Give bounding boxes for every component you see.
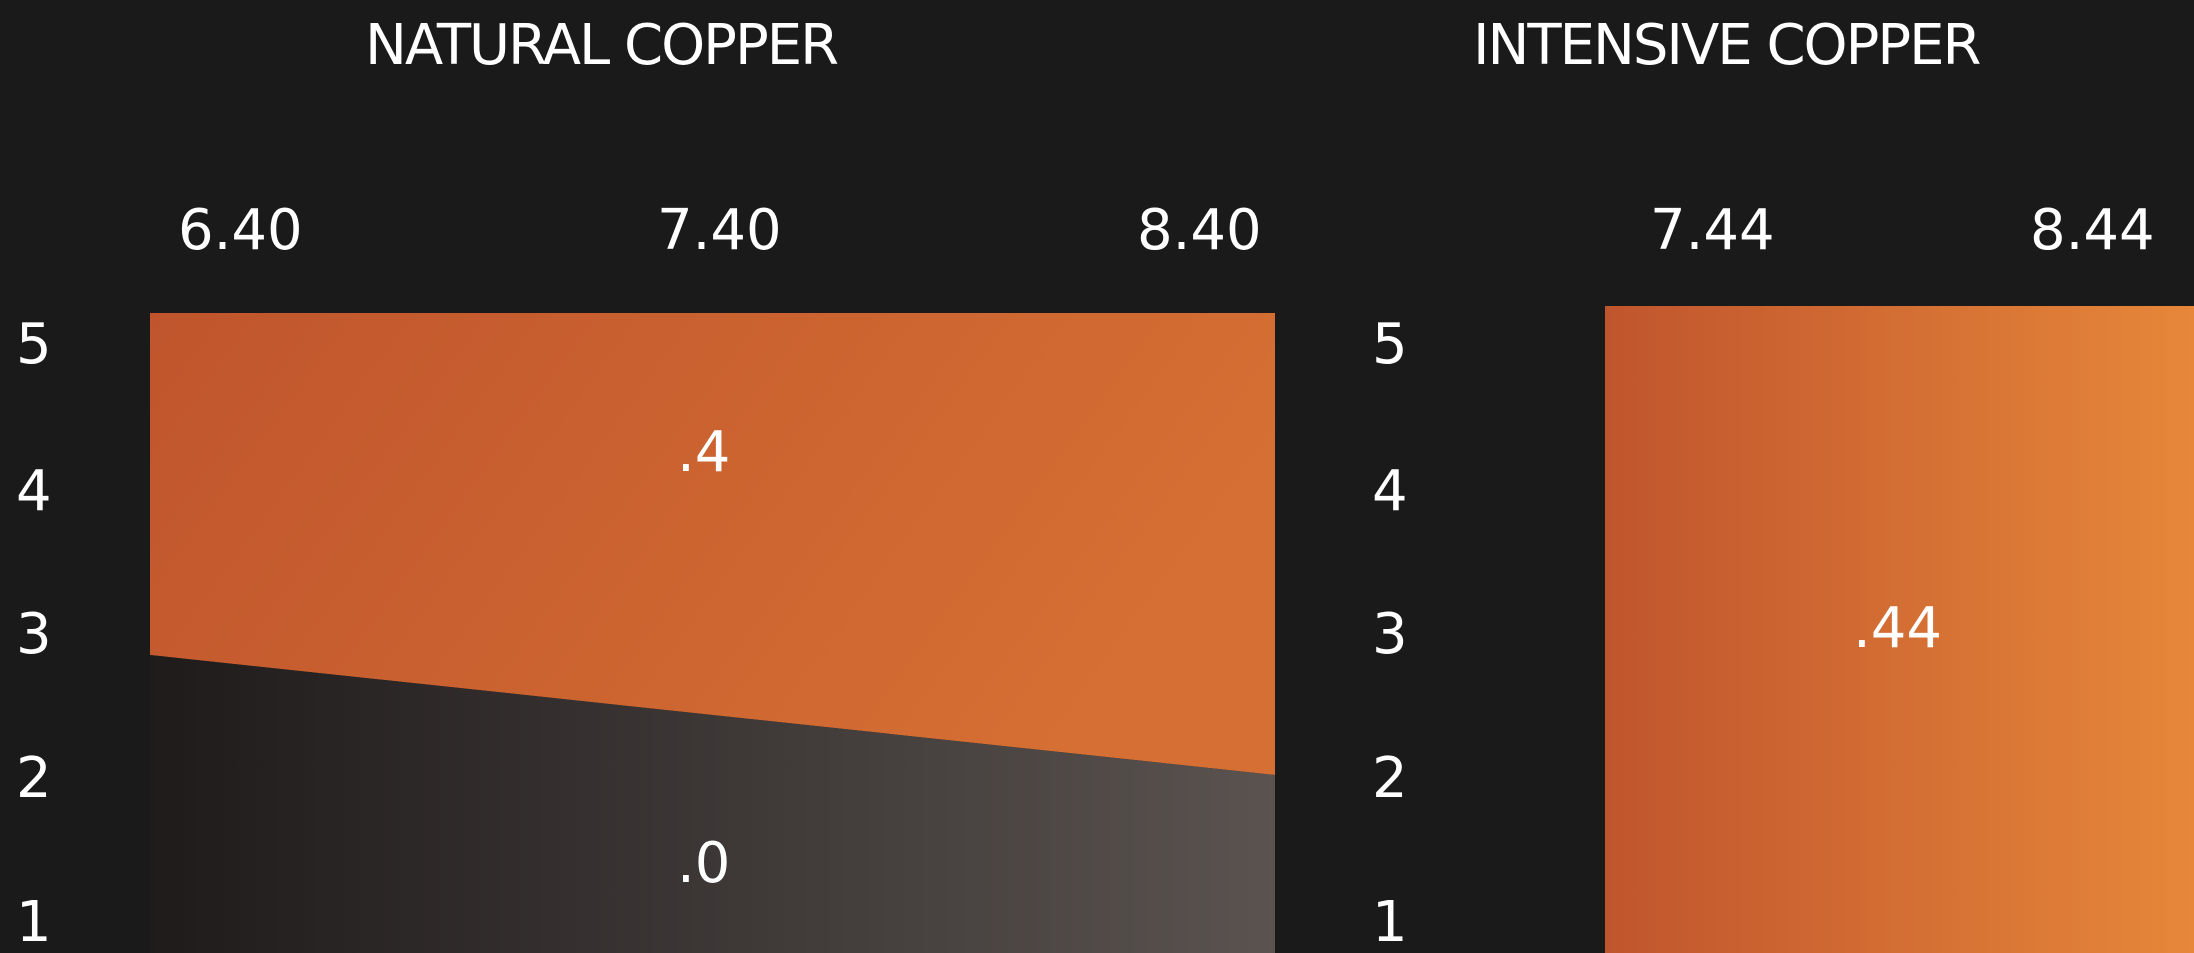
- natural-copper-title: NATURAL COPPER: [365, 13, 839, 78]
- intensive-copper-title: INTENSIVE COPPER: [1473, 13, 1981, 78]
- natural-copper-orange-region: [150, 313, 1275, 775]
- natural-x-tick: 7.40: [657, 198, 782, 263]
- natural-x-tick: 6.40: [178, 198, 303, 263]
- intensive-y-tick: 4: [1372, 459, 1408, 524]
- natural-copper-lower-value: .0: [677, 831, 731, 896]
- natural-y-tick: 1: [16, 890, 52, 953]
- natural-y-tick: 2: [16, 746, 52, 811]
- natural-y-tick: 3: [16, 602, 52, 667]
- natural-copper-upper-value: .4: [677, 420, 731, 485]
- intensive-y-tick: 5: [1372, 312, 1408, 377]
- natural-copper-gray-region: [150, 655, 1275, 953]
- intensive-x-tick: 7.44: [1650, 198, 1775, 263]
- intensive-y-tick: 1: [1372, 890, 1408, 953]
- natural-y-tick: 5: [16, 312, 52, 377]
- natural-y-tick: 4: [16, 459, 52, 524]
- intensive-x-tick: 8.44: [2030, 198, 2155, 263]
- intensive-copper-value: .44: [1853, 596, 1943, 661]
- natural-x-tick: 8.40: [1137, 198, 1262, 263]
- intensive-copper-region: [1605, 306, 2194, 953]
- intensive-y-tick: 3: [1372, 602, 1408, 667]
- intensive-y-tick: 2: [1372, 746, 1408, 811]
